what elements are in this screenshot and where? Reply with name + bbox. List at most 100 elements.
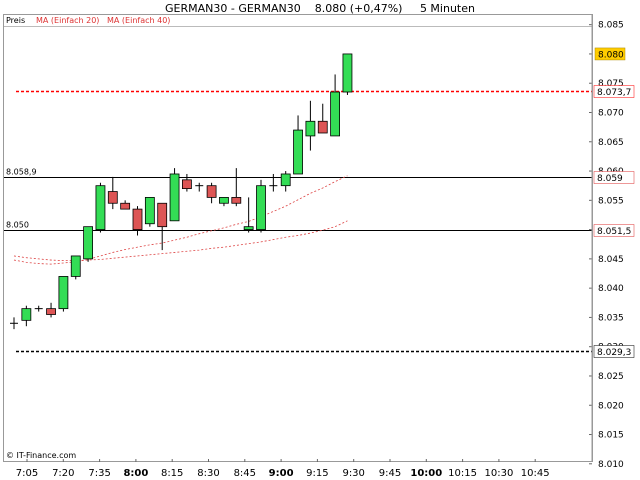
candle	[83, 226, 93, 262]
candle-body-up	[95, 185, 106, 230]
copyright: © IT-Finance.com	[6, 451, 76, 460]
candle-body-down	[231, 196, 242, 204]
candle-body-up	[144, 196, 155, 225]
y-axis: 8.0858.0808.0758.0708.0658.0608.0558.050…	[589, 14, 624, 470]
y-tick-label: 8.040	[598, 284, 624, 294]
moving-averages	[13, 175, 348, 265]
candle-body-down	[181, 179, 192, 190]
current-price-text: 8.080	[598, 50, 624, 60]
candle	[280, 171, 291, 192]
candle-body-down	[157, 202, 168, 228]
y-tick-label: 8.055	[598, 196, 624, 206]
candle	[269, 173, 278, 192]
ma20-line	[13, 175, 348, 265]
candle-body-down	[317, 120, 328, 134]
y-tick-label: 8.065	[598, 138, 624, 148]
candle-body-up	[342, 53, 353, 93]
candle-body-up	[169, 173, 180, 222]
candle	[107, 176, 118, 210]
chart-title: GERMAN30 - GERMAN30 8.080 (+0,47%) 5 Min…	[0, 2, 640, 15]
candle-body-up	[83, 226, 93, 260]
candle	[293, 115, 303, 175]
candle-body-up	[58, 276, 69, 310]
candle	[317, 103, 328, 134]
x-tick-label: 10:00	[410, 468, 442, 479]
change: (+0,47%)	[349, 2, 403, 15]
current-price-tag	[594, 47, 626, 61]
level-price-text: 8.059	[597, 174, 623, 184]
candle	[305, 100, 316, 151]
x-tick-label: 10:15	[448, 468, 477, 479]
y-tick-label: 8.035	[598, 313, 624, 323]
candle	[70, 255, 81, 280]
candle	[46, 302, 56, 318]
x-tick-label: 7:20	[52, 468, 74, 479]
candle-body-up	[305, 120, 316, 137]
candle-body-up	[280, 173, 291, 187]
x-tick-label: 8:30	[197, 468, 219, 479]
candles	[10, 53, 353, 330]
candle	[34, 305, 43, 312]
candle-body-up	[293, 129, 303, 175]
candle-body-up	[219, 196, 229, 204]
x-tick-label: 8:00	[123, 468, 148, 479]
level-left-label: 8.058,9	[6, 168, 37, 177]
candle	[219, 196, 229, 207]
legend-ma20: MA (Einfach 20)	[36, 16, 99, 25]
symbol: GERMAN30 - GERMAN30	[165, 2, 301, 15]
candle-body-up	[70, 255, 81, 277]
candle	[181, 173, 192, 192]
level-price-text: 8.029,3	[597, 348, 631, 358]
candle	[243, 197, 254, 233]
candle-body-up	[256, 185, 266, 230]
x-tick-label: 9:45	[379, 468, 401, 479]
level-price-tag	[593, 224, 635, 237]
candle	[206, 182, 217, 204]
y-tick-label: 8.070	[598, 109, 624, 119]
candle	[157, 202, 168, 251]
candle	[195, 182, 204, 192]
level-price-text: 8.051,5	[597, 227, 631, 237]
candle	[21, 305, 32, 327]
candle-body-down	[206, 185, 217, 198]
level-price-text: 8.073,7	[597, 88, 631, 98]
candle	[330, 74, 341, 137]
price-tags: 8.073,7 8.059 8.051,5 8.029,3 8.080	[593, 47, 635, 358]
x-tick-label: 8:15	[161, 468, 183, 479]
level-left-label: 8.050	[6, 221, 29, 230]
candle	[342, 53, 353, 95]
price: 8.080	[314, 2, 347, 15]
y-tick-label: 8.020	[598, 401, 624, 411]
y-tick-label: 8.075	[598, 79, 624, 89]
candle-body-up	[330, 91, 341, 137]
candle	[144, 196, 155, 227]
x-tick-label: 8:45	[234, 468, 256, 479]
level-price-tag	[593, 345, 635, 358]
candle-body-down	[120, 202, 131, 210]
level-price-tag	[593, 171, 635, 184]
candle-body-up	[21, 308, 32, 321]
x-tick-label: 9:15	[306, 468, 328, 479]
y-tick-label: 8.010	[598, 460, 624, 470]
x-tick-label: 10:30	[484, 468, 513, 479]
x-tick-label: 9:30	[342, 468, 364, 479]
y-tick-label: 8.025	[598, 372, 624, 382]
x-tick-label: 7:35	[88, 468, 110, 479]
candle	[256, 179, 266, 233]
ma40-line	[13, 220, 348, 262]
x-tick-label: 7:05	[16, 468, 38, 479]
y-tick-label: 8.045	[598, 255, 624, 265]
candle	[120, 200, 131, 210]
y-tick-label: 8.015	[598, 431, 624, 441]
candle	[10, 317, 18, 330]
candle	[132, 206, 143, 236]
level-lines: 8.058,9 8.050	[4, 90, 592, 353]
candle-body-down	[132, 208, 143, 230]
x-axis: 7:05 7:20 7:35 8:00 8:15 8:30 8:45 9:00 9:15 9:30…	[16, 459, 550, 479]
candle	[95, 182, 106, 233]
legend-price: Preis	[6, 16, 25, 25]
candle	[169, 168, 180, 222]
interval: 5 Minuten	[419, 2, 475, 15]
candle-body-down	[107, 191, 118, 204]
